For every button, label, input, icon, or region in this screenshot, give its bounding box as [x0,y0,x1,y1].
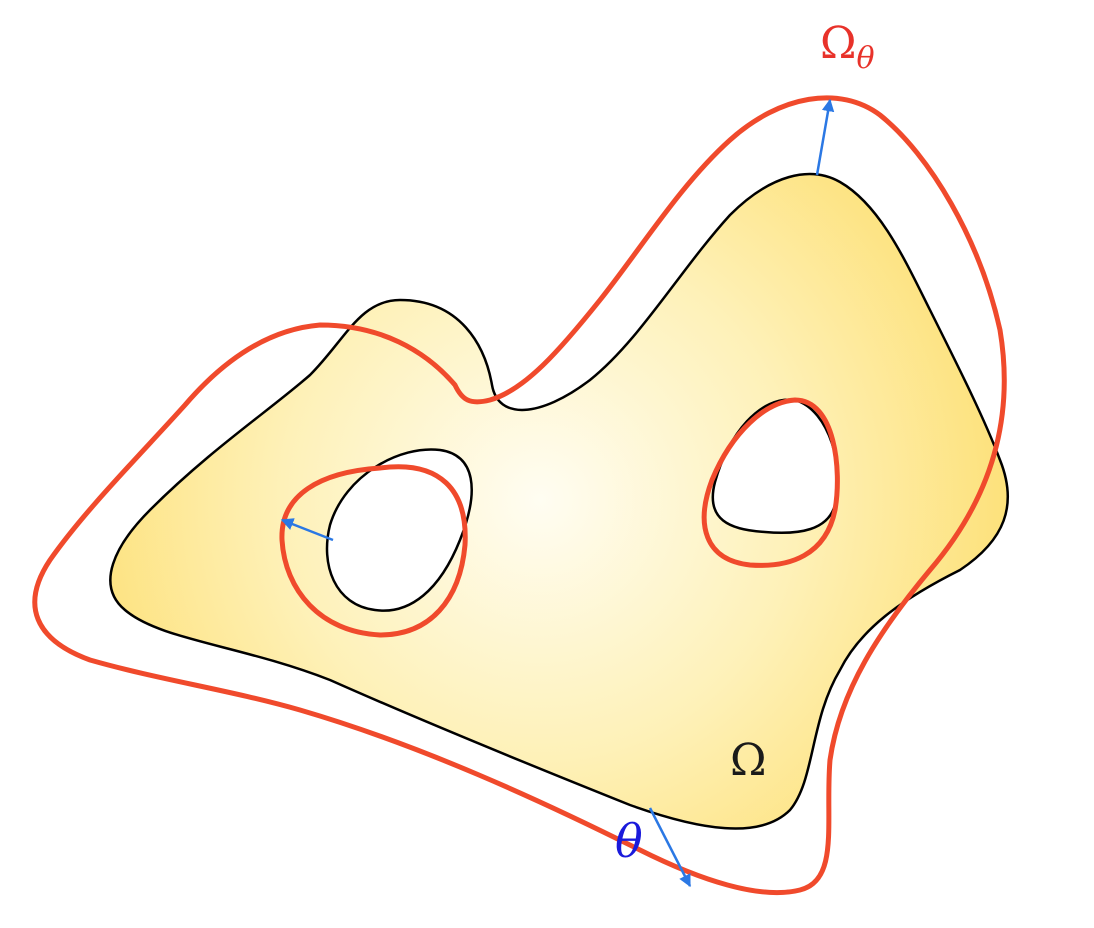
deformed-domain-label-subscript: θ [856,41,874,76]
domain-omega-region [109,172,1009,830]
domain-label: Ω [730,735,766,786]
bottom-boundary-vector [648,807,692,888]
deformed-left-hole-boundary [279,464,468,638]
displacement-label: θ [615,814,643,868]
deformed-domain-label: Ωθ [820,18,875,76]
top-boundary-vector [815,98,835,176]
left-hole-vector [280,518,334,542]
deformed-right-hole-boundary [701,397,840,568]
deformed-domain-label-base: Ω [820,18,856,69]
deformed-outer-boundary [32,95,1007,896]
